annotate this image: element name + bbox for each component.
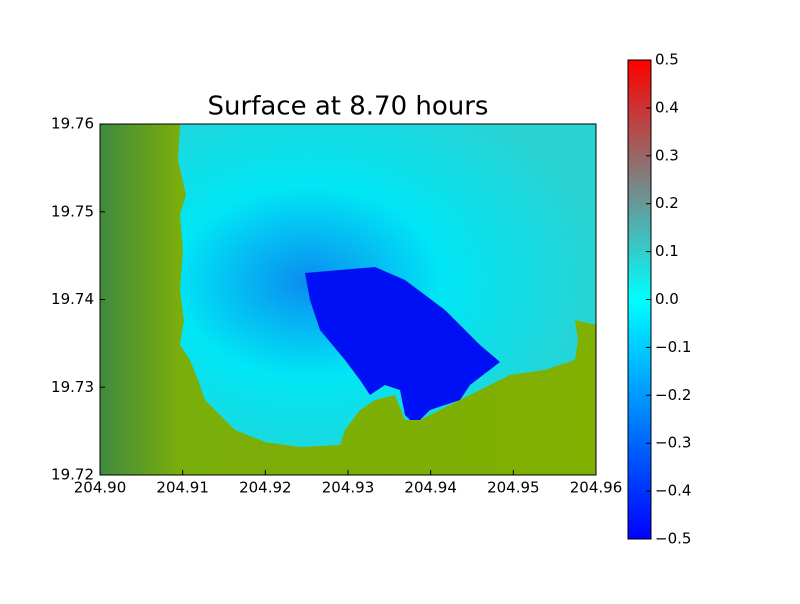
colorbar-tick-label: −0.2 xyxy=(655,386,691,404)
x-tick-label: 204.96 xyxy=(570,479,623,497)
colorbar-tick-label: −0.1 xyxy=(655,338,691,356)
y-tick-label: 19.75 xyxy=(51,202,94,220)
y-tick-label: 19.74 xyxy=(51,290,94,308)
colorbar-tick-label: 0.0 xyxy=(655,290,679,308)
colorbar-tick-label: −0.5 xyxy=(655,530,691,548)
colorbar-tick-label: 0.5 xyxy=(655,51,679,69)
colorbar-tick-label: −0.3 xyxy=(655,434,691,452)
map xyxy=(100,124,596,475)
chart-title: Surface at 8.70 hours xyxy=(208,92,489,122)
colorbar-tick-label: −0.4 xyxy=(655,482,691,500)
deep-region xyxy=(305,267,500,425)
x-tick-label: 204.93 xyxy=(322,479,375,497)
land xyxy=(100,124,596,475)
y-tick-label: 19.72 xyxy=(51,466,94,484)
x-tick-label: 204.91 xyxy=(156,479,209,497)
x-tick-label: 204.94 xyxy=(404,479,457,497)
y-tick-label: 19.76 xyxy=(51,115,94,133)
colorbar-tick-label: 0.4 xyxy=(655,98,679,116)
x-tick-label: 204.90 xyxy=(74,479,127,497)
x-tick-label: 204.95 xyxy=(487,479,540,497)
y-tick-label: 19.73 xyxy=(51,378,94,396)
colorbar-tick-label: 0.3 xyxy=(655,146,679,164)
colorbar-tick-label: 0.2 xyxy=(655,194,679,212)
colorbar-tick-label: 0.1 xyxy=(655,242,679,260)
x-tick-label: 204.92 xyxy=(239,479,292,497)
